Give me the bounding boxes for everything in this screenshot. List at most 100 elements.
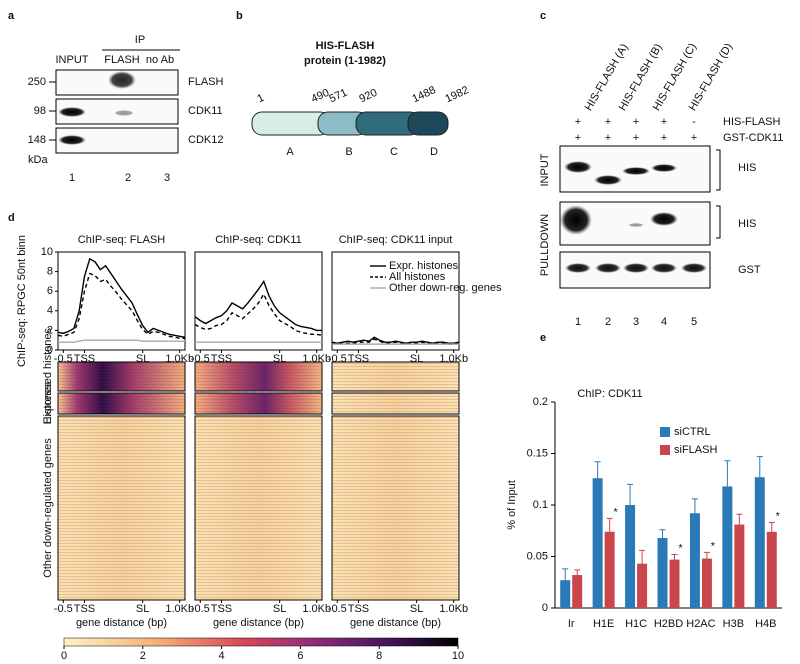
position-label: 1 xyxy=(255,92,266,105)
y-tick-label: 4 xyxy=(47,305,53,317)
colorbar-tick-label: 10 xyxy=(452,650,464,662)
bar xyxy=(637,563,648,608)
x-tick-label: 1.0Kb xyxy=(439,603,468,615)
row-label: HIS-FLASH xyxy=(723,116,781,128)
y-axis-label: ChIP-seq: RPGC 50nt binn xyxy=(16,235,28,367)
heatmap-row-label: Histones xyxy=(42,381,54,424)
x-axis-label: gene distance (bp) xyxy=(213,617,304,629)
bar xyxy=(657,537,668,608)
marker-label: 148 xyxy=(28,134,46,146)
x-tick-label: H4B xyxy=(755,618,776,630)
blot-band xyxy=(594,175,622,185)
legend-label: All histones xyxy=(389,271,446,283)
row-label: CDK12 xyxy=(188,134,223,146)
plot-frame xyxy=(331,251,460,351)
heatmap-texture xyxy=(332,416,459,600)
heatmap-texture xyxy=(58,416,185,600)
sign: + xyxy=(575,132,581,144)
sign: + xyxy=(605,116,611,128)
bar xyxy=(572,575,583,608)
blot-band xyxy=(623,263,649,273)
x-tick-label: SL xyxy=(136,603,149,615)
blot-band xyxy=(58,135,86,145)
y-tick-label: 8 xyxy=(47,266,53,278)
x-tick-label: 1.0Kb xyxy=(302,603,331,615)
section-label: INPUT xyxy=(539,153,551,186)
bar xyxy=(689,513,700,608)
y-axis-label: % of Input xyxy=(506,480,518,530)
position-label: 1982 xyxy=(443,84,470,105)
marker-label: 250 xyxy=(28,76,46,88)
colorbar-tick-label: 4 xyxy=(219,650,225,662)
chart-title: ChIP-seq: CDK11 xyxy=(215,234,302,246)
row-label: FLASH xyxy=(188,76,224,88)
domain-label: A xyxy=(286,146,294,158)
sign: + xyxy=(605,132,611,144)
blot-label: GST xyxy=(738,264,761,276)
series-line xyxy=(57,257,186,338)
domain-label: B xyxy=(345,146,352,158)
error-bar xyxy=(691,498,698,529)
protein-title: HIS-FLASH xyxy=(316,40,375,52)
blot-band xyxy=(108,71,136,89)
significance-mark: * xyxy=(614,506,619,518)
blot-band xyxy=(564,161,592,173)
panel-label: a xyxy=(8,10,15,22)
error-bar xyxy=(639,549,646,578)
lane-number: 2 xyxy=(125,172,131,184)
lane-number: 3 xyxy=(633,316,639,328)
significance-mark: * xyxy=(678,542,683,554)
legend-label: siCTRL xyxy=(674,426,711,438)
blot-label: HIS xyxy=(738,162,756,174)
error-bar xyxy=(606,517,613,546)
x-tick-label: Ir xyxy=(568,618,575,630)
column-label: no Ab xyxy=(146,54,174,66)
chart-title: ChIP-seq: FLASH xyxy=(78,234,165,246)
ip-label: IP xyxy=(135,34,145,46)
blot-label: HIS xyxy=(738,218,756,230)
error-bar xyxy=(627,483,634,527)
error-bar xyxy=(768,522,775,542)
x-tick-label: H2BD xyxy=(654,618,683,630)
panel-label: c xyxy=(540,10,546,22)
protein-domain xyxy=(407,111,449,136)
y-tick-label: 2 xyxy=(47,324,53,336)
lane-number: 1 xyxy=(575,316,581,328)
sign: + xyxy=(661,116,667,128)
y-tick-label: 0 xyxy=(47,344,53,356)
blot-band xyxy=(681,263,707,273)
y-tick-label: 10 xyxy=(41,246,53,258)
x-tick-label: -0.5 xyxy=(54,603,73,615)
bar xyxy=(722,486,733,608)
sign: + xyxy=(633,132,639,144)
x-tick-label: -0.5 xyxy=(328,603,347,615)
legend-swatch xyxy=(660,427,670,437)
sign: + xyxy=(633,116,639,128)
x-tick-label: -0.5 xyxy=(191,603,210,615)
blot-band xyxy=(622,167,650,175)
x-tick-label: TSS xyxy=(348,603,369,615)
x-tick-label: H3B xyxy=(723,618,744,630)
error-bar xyxy=(594,461,601,496)
y-tick-label: 6 xyxy=(47,285,53,297)
bar xyxy=(734,524,745,608)
blot-band xyxy=(560,205,592,235)
error-bar xyxy=(671,553,678,566)
error-bar xyxy=(703,551,710,566)
x-axis-label: gene distance (bp) xyxy=(350,617,441,629)
y-tick-label: 0.2 xyxy=(533,396,548,408)
sign: + xyxy=(691,132,697,144)
legend-label: Other down-reg. genes xyxy=(389,282,502,294)
sign: - xyxy=(692,116,696,128)
heatmap-texture xyxy=(332,393,459,414)
legend-swatch xyxy=(660,445,670,455)
blot-bracket xyxy=(716,149,721,191)
sign: + xyxy=(575,116,581,128)
error-bar xyxy=(756,456,763,499)
column-label: FLASH xyxy=(104,54,140,66)
bar xyxy=(754,477,765,608)
blot-band xyxy=(651,263,677,273)
bar xyxy=(592,478,603,608)
y-tick-label: 0.05 xyxy=(527,550,548,562)
